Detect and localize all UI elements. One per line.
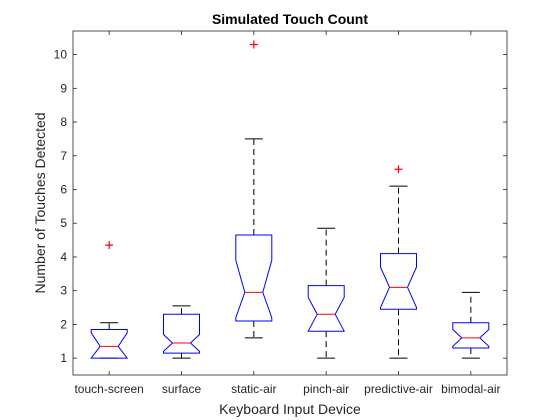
y-tick-label: 2: [60, 317, 67, 331]
x-tick-label: predictive-air: [364, 382, 433, 396]
plot-area: [73, 31, 507, 375]
y-axis-label: Number of Touches Detected: [32, 112, 48, 293]
y-tick-label: 7: [60, 149, 67, 163]
y-tick-label: 3: [60, 284, 67, 298]
y-tick-label: 6: [60, 183, 67, 197]
chart-marks: [90, 40, 490, 359]
outlier-marker: [105, 241, 114, 250]
y-tick-label: 10: [54, 48, 68, 62]
x-tick-label: bimodal-air: [441, 382, 500, 396]
outlier-marker: [394, 165, 403, 174]
notched-box: [380, 253, 417, 310]
notched-box: [307, 285, 346, 332]
y-tick-label: 1: [60, 351, 67, 365]
x-tick-label: touch-screen: [74, 382, 143, 396]
box-predictive-air: [380, 165, 417, 359]
x-tick-label: static-air: [231, 382, 276, 396]
box-static-air: [235, 40, 273, 339]
box-bimodal-air: [452, 291, 490, 359]
y-tick-label: 9: [60, 81, 67, 95]
y-tick-label: 4: [60, 250, 67, 264]
outlier-marker: [249, 40, 258, 49]
x-tick-label: pinch-air: [303, 382, 349, 396]
x-tick-label: surface: [162, 382, 202, 396]
x-axis-label: Keyboard Input Device: [219, 401, 361, 417]
notched-box: [90, 329, 129, 359]
notched-box: [235, 234, 273, 322]
notched-box: [163, 313, 200, 354]
box-surface: [163, 305, 200, 359]
box-pinch-air: [307, 227, 346, 359]
y-tick-label: 5: [60, 216, 67, 230]
plot-frame: [72, 30, 508, 376]
y-tick-label: 8: [60, 115, 67, 129]
box-touch-screen: [90, 241, 129, 359]
notched-box: [452, 322, 490, 349]
chart-title: Simulated Touch Count: [212, 11, 368, 27]
